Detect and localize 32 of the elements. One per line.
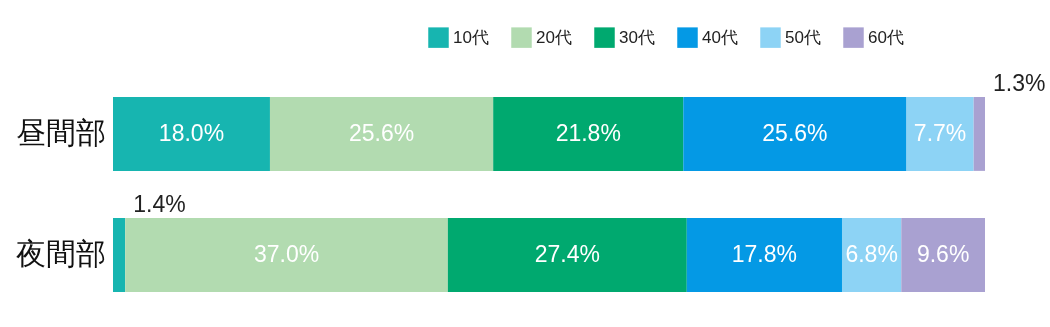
data-label: 7.7%: [913, 119, 967, 146]
data-label: 18.0%: [158, 119, 225, 146]
data-label: 37.0%: [253, 241, 320, 268]
bar: [493, 97, 684, 171]
bar: [973, 97, 985, 171]
legend-label: 60代: [868, 27, 904, 47]
bar: [113, 218, 126, 292]
legend-label: 40代: [702, 27, 738, 47]
legend-label: 20代: [536, 27, 572, 47]
data-label: 27.4%: [534, 241, 600, 268]
bar: [841, 218, 902, 292]
legend-label: 30代: [619, 27, 655, 47]
bar: [683, 97, 907, 171]
bar: [447, 218, 687, 292]
data-label: 21.8%: [555, 119, 621, 146]
data-label: 17.8%: [731, 241, 797, 268]
data-label: 6.8%: [845, 241, 898, 268]
legend-label: 50代: [785, 27, 821, 47]
data-label: 25.6%: [762, 119, 828, 146]
data-label: 25.6%: [348, 119, 415, 146]
bar: [113, 97, 270, 171]
data-label: 9.6%: [916, 241, 970, 268]
y-tick-label: 夜間部: [15, 237, 106, 271]
bar: [686, 218, 842, 292]
legend-label: 10代: [453, 27, 489, 47]
bar: [901, 218, 985, 292]
y-tick-label: 昼間部: [15, 115, 106, 149]
bar: [906, 97, 974, 171]
bar: [269, 97, 494, 171]
data-label: 1.3%: [993, 69, 1046, 96]
bar: [125, 218, 448, 292]
data-label: 1.4%: [133, 191, 186, 218]
